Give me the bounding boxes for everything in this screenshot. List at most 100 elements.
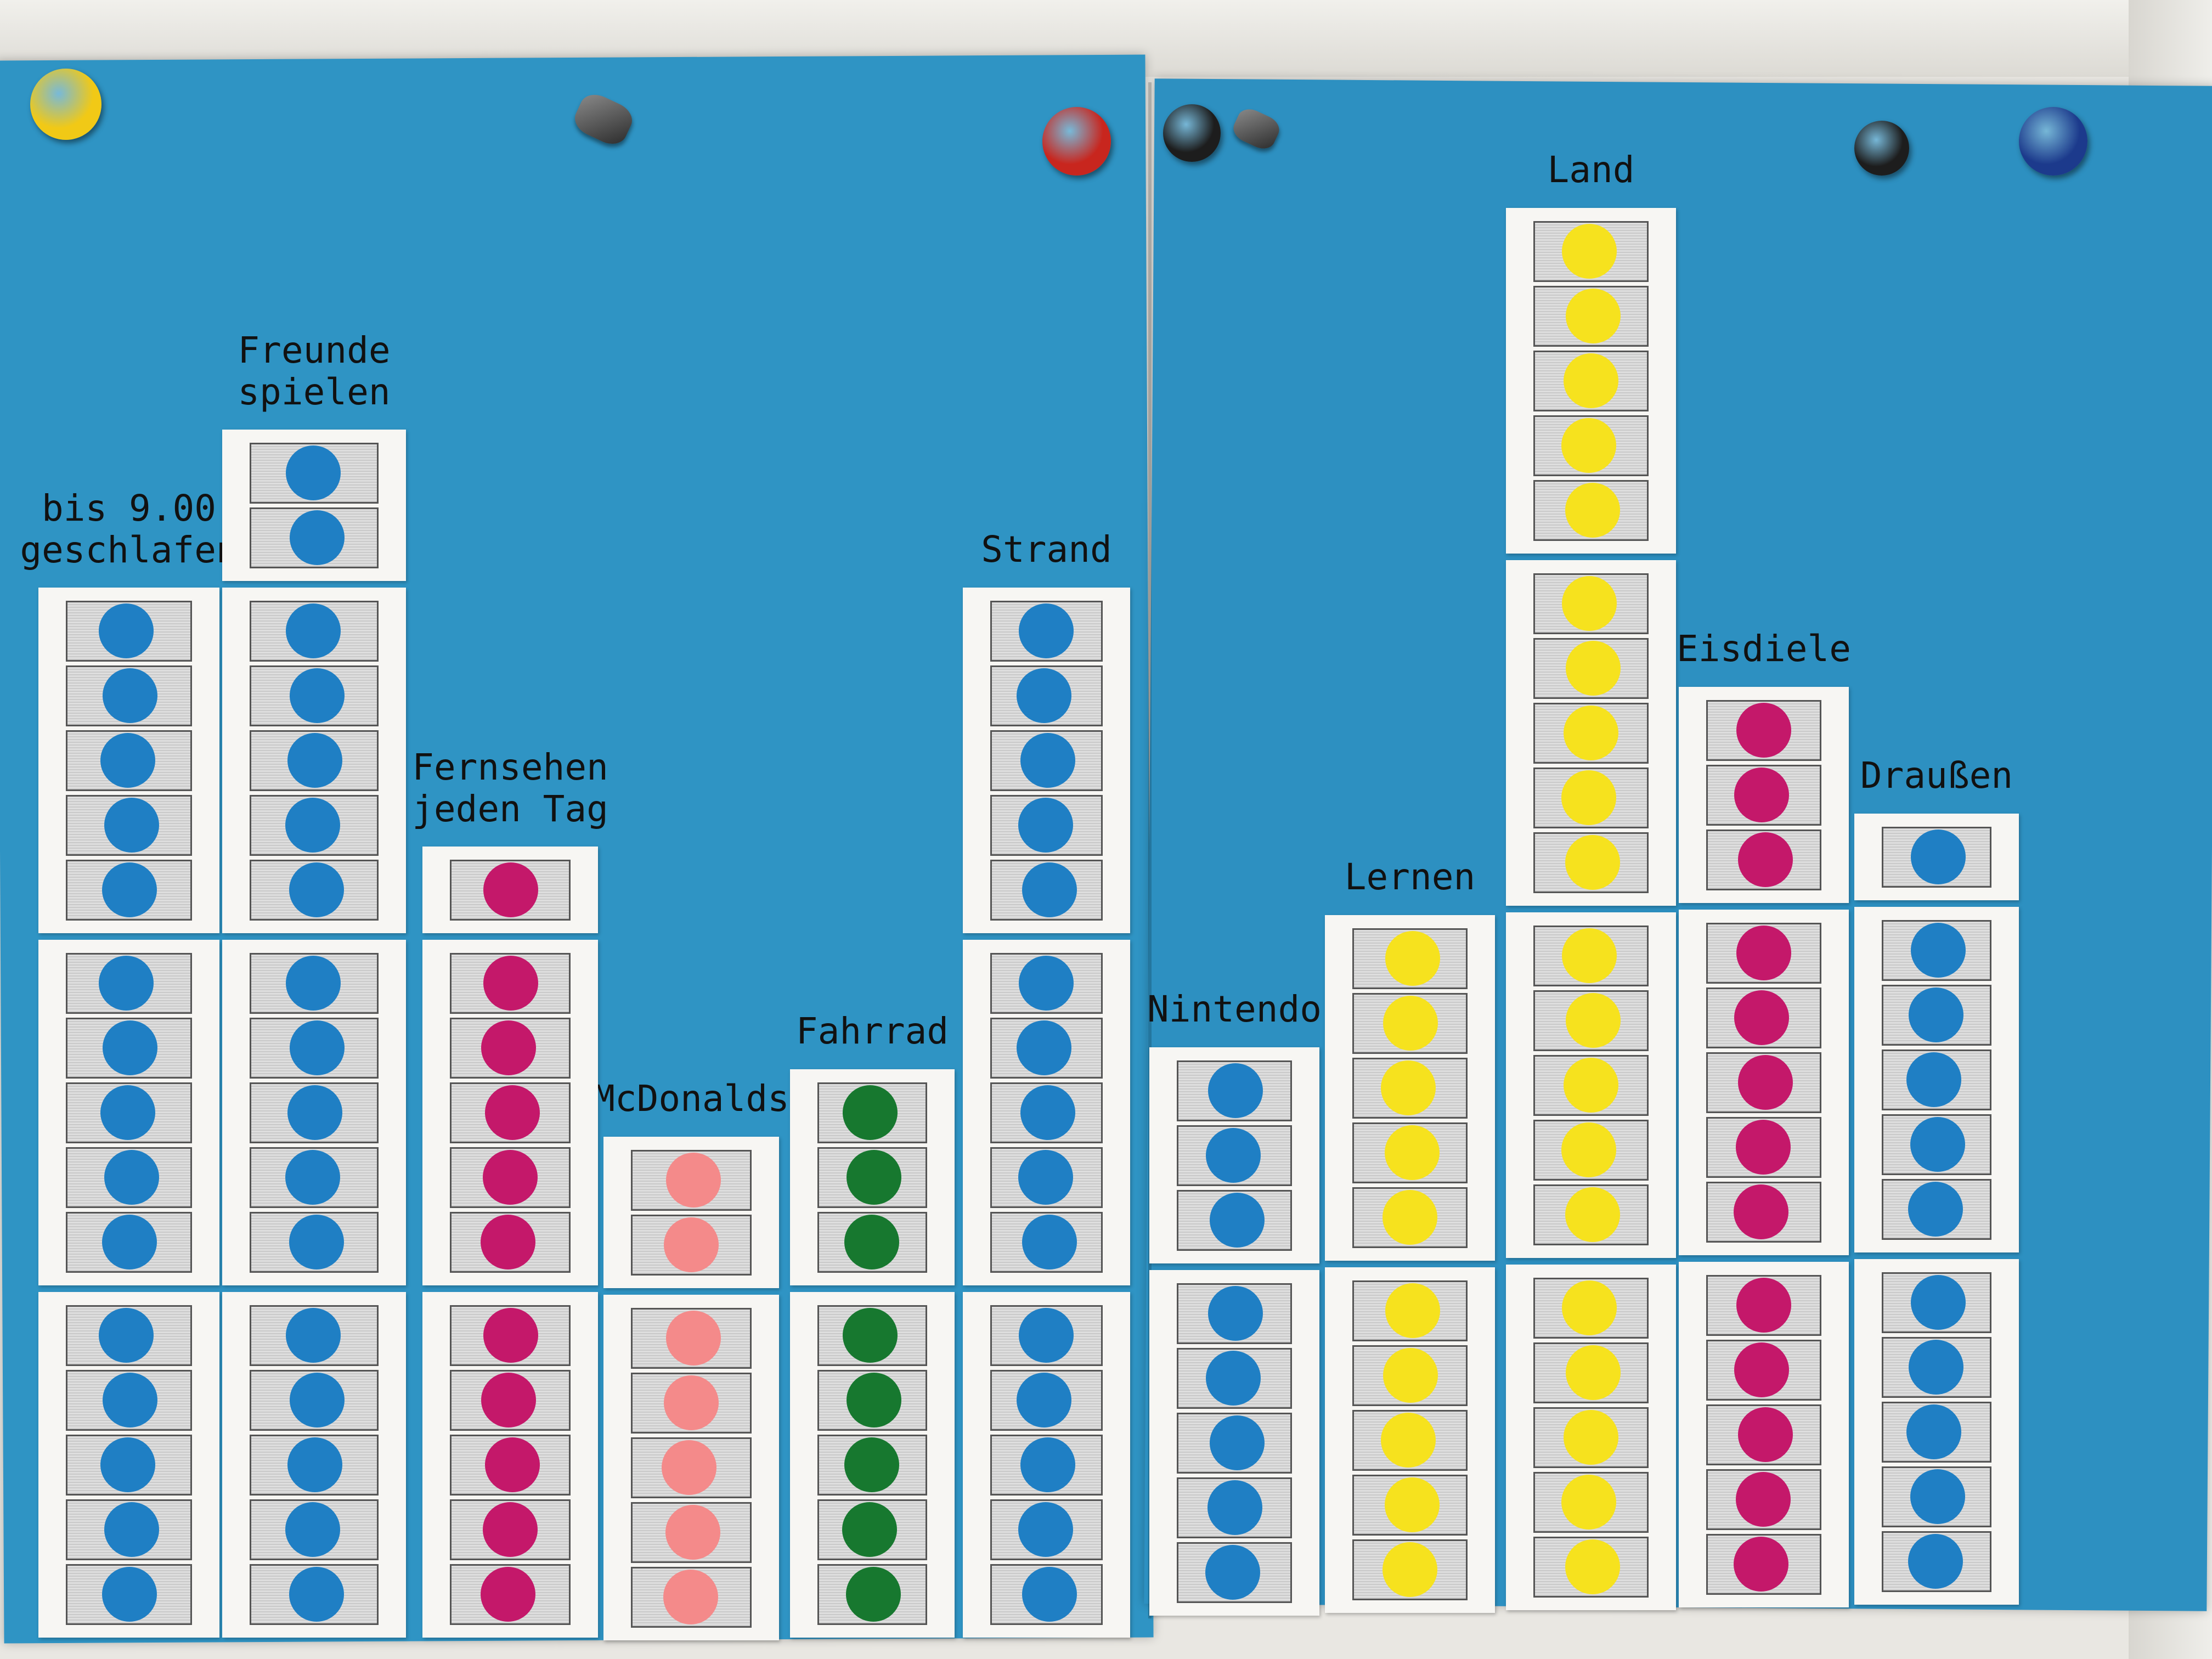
vote-dot [289, 668, 345, 723]
vote-dot [483, 862, 538, 917]
vote-dot [1566, 641, 1621, 696]
vote-dot [1736, 1472, 1791, 1527]
vote-dot [1207, 1480, 1262, 1535]
vote-dot [285, 1150, 340, 1205]
vote-dot [100, 1085, 155, 1140]
vote-card [1506, 912, 1676, 1258]
vote-dot [285, 1502, 340, 1557]
vote-dot [1562, 928, 1617, 983]
vote-dot [1381, 1413, 1436, 1468]
vote-card [38, 1292, 219, 1638]
vote-dot [1383, 996, 1438, 1051]
vote-card [790, 1069, 955, 1285]
vote-dot [1565, 483, 1620, 538]
vote-dot [1906, 1052, 1961, 1107]
vote-dot [1909, 1340, 1963, 1395]
label-fahrrad: Fahrrad [795, 1010, 949, 1052]
vote-card [1854, 907, 2019, 1252]
vote-dot [481, 1020, 536, 1075]
vote-dot [289, 862, 344, 917]
vote-dot [103, 1020, 157, 1075]
vote-dot [1736, 1120, 1791, 1175]
label-lernen: Lernen [1344, 856, 1476, 898]
vote-dot [1210, 1193, 1265, 1248]
vote-dot [1385, 1125, 1440, 1180]
vote-dot [1018, 603, 1074, 658]
vote-card [603, 1137, 779, 1288]
vote-dot [1738, 1407, 1793, 1462]
vote-card [1506, 560, 1676, 906]
vote-dot [1566, 993, 1621, 1048]
vote-dot [842, 1502, 897, 1557]
vote-dot [483, 1308, 538, 1363]
vote-card [222, 430, 406, 581]
vote-dot [665, 1505, 720, 1560]
vote-dot [1734, 1342, 1789, 1397]
vote-dot [285, 798, 340, 853]
vote-dot [1208, 1063, 1263, 1118]
vote-dot [285, 445, 341, 500]
vote-dot [481, 1373, 536, 1427]
vote-dot [481, 1567, 535, 1622]
vote-dot [1564, 353, 1618, 408]
vote-dot [1385, 1283, 1440, 1338]
vote-dot [844, 1437, 899, 1492]
vote-dot [289, 1215, 344, 1269]
vote-dot [485, 1437, 540, 1492]
vote-dot [285, 603, 341, 658]
vote-dot [1736, 926, 1791, 980]
vote-dot [1908, 1534, 1963, 1589]
label-fernsehen-jeden-tag: Fernsehen jeden Tag [412, 746, 608, 830]
vote-dot [1736, 1278, 1791, 1333]
label-freunde-spielen: Freunde spielen [238, 329, 391, 413]
vote-dot [99, 1308, 154, 1363]
magnet-round [30, 69, 101, 140]
vote-dot [1381, 1060, 1436, 1115]
vote-dot [1564, 1058, 1618, 1113]
vote-dot [663, 1570, 718, 1624]
vote-dot [1908, 1182, 1963, 1237]
vote-dot [102, 1567, 157, 1622]
vote-dot [1736, 703, 1791, 758]
vote-card [963, 940, 1130, 1285]
label-eisdiele: Eisdiele [1677, 628, 1851, 670]
vote-dot [103, 668, 157, 723]
vote-dot [666, 1153, 721, 1207]
vote-card [1679, 1262, 1849, 1607]
vote-dot [1734, 1184, 1788, 1239]
vote-card [1854, 814, 2019, 900]
vote-card [38, 588, 219, 933]
vote-dot [1561, 770, 1616, 825]
vote-dot [1565, 1187, 1620, 1242]
vote-card [963, 1292, 1130, 1638]
vote-card [1506, 208, 1676, 554]
vote-card [422, 940, 598, 1285]
vote-dot [1910, 1117, 1965, 1172]
vote-dot [287, 1085, 342, 1140]
vote-dot [1016, 668, 1071, 723]
magnet-round [2019, 107, 2087, 176]
vote-dot [1911, 923, 1966, 978]
vote-dot [285, 1308, 341, 1363]
vote-dot [1385, 1477, 1440, 1532]
vote-dot [1383, 1348, 1438, 1403]
vote-card [1679, 687, 1849, 903]
vote-dot [289, 510, 345, 565]
vote-dot [1020, 733, 1075, 788]
vote-dot [843, 1085, 898, 1140]
vote-dot [1564, 1410, 1618, 1465]
vote-dot [1566, 289, 1621, 343]
vote-card [1325, 1267, 1495, 1613]
vote-dot [664, 1375, 719, 1430]
label-bis-900-geschlafen: bis 9.00 geschlafen [20, 487, 238, 571]
vote-dot [1018, 1502, 1073, 1557]
vote-card [38, 940, 219, 1285]
vote-dot [1018, 1308, 1074, 1363]
vote-card [603, 1295, 779, 1640]
vote-dot [1910, 1469, 1965, 1524]
vote-dot [485, 1085, 540, 1140]
vote-dot [1205, 1545, 1260, 1600]
vote-dot [1911, 830, 1966, 884]
vote-dot [1206, 1351, 1261, 1406]
